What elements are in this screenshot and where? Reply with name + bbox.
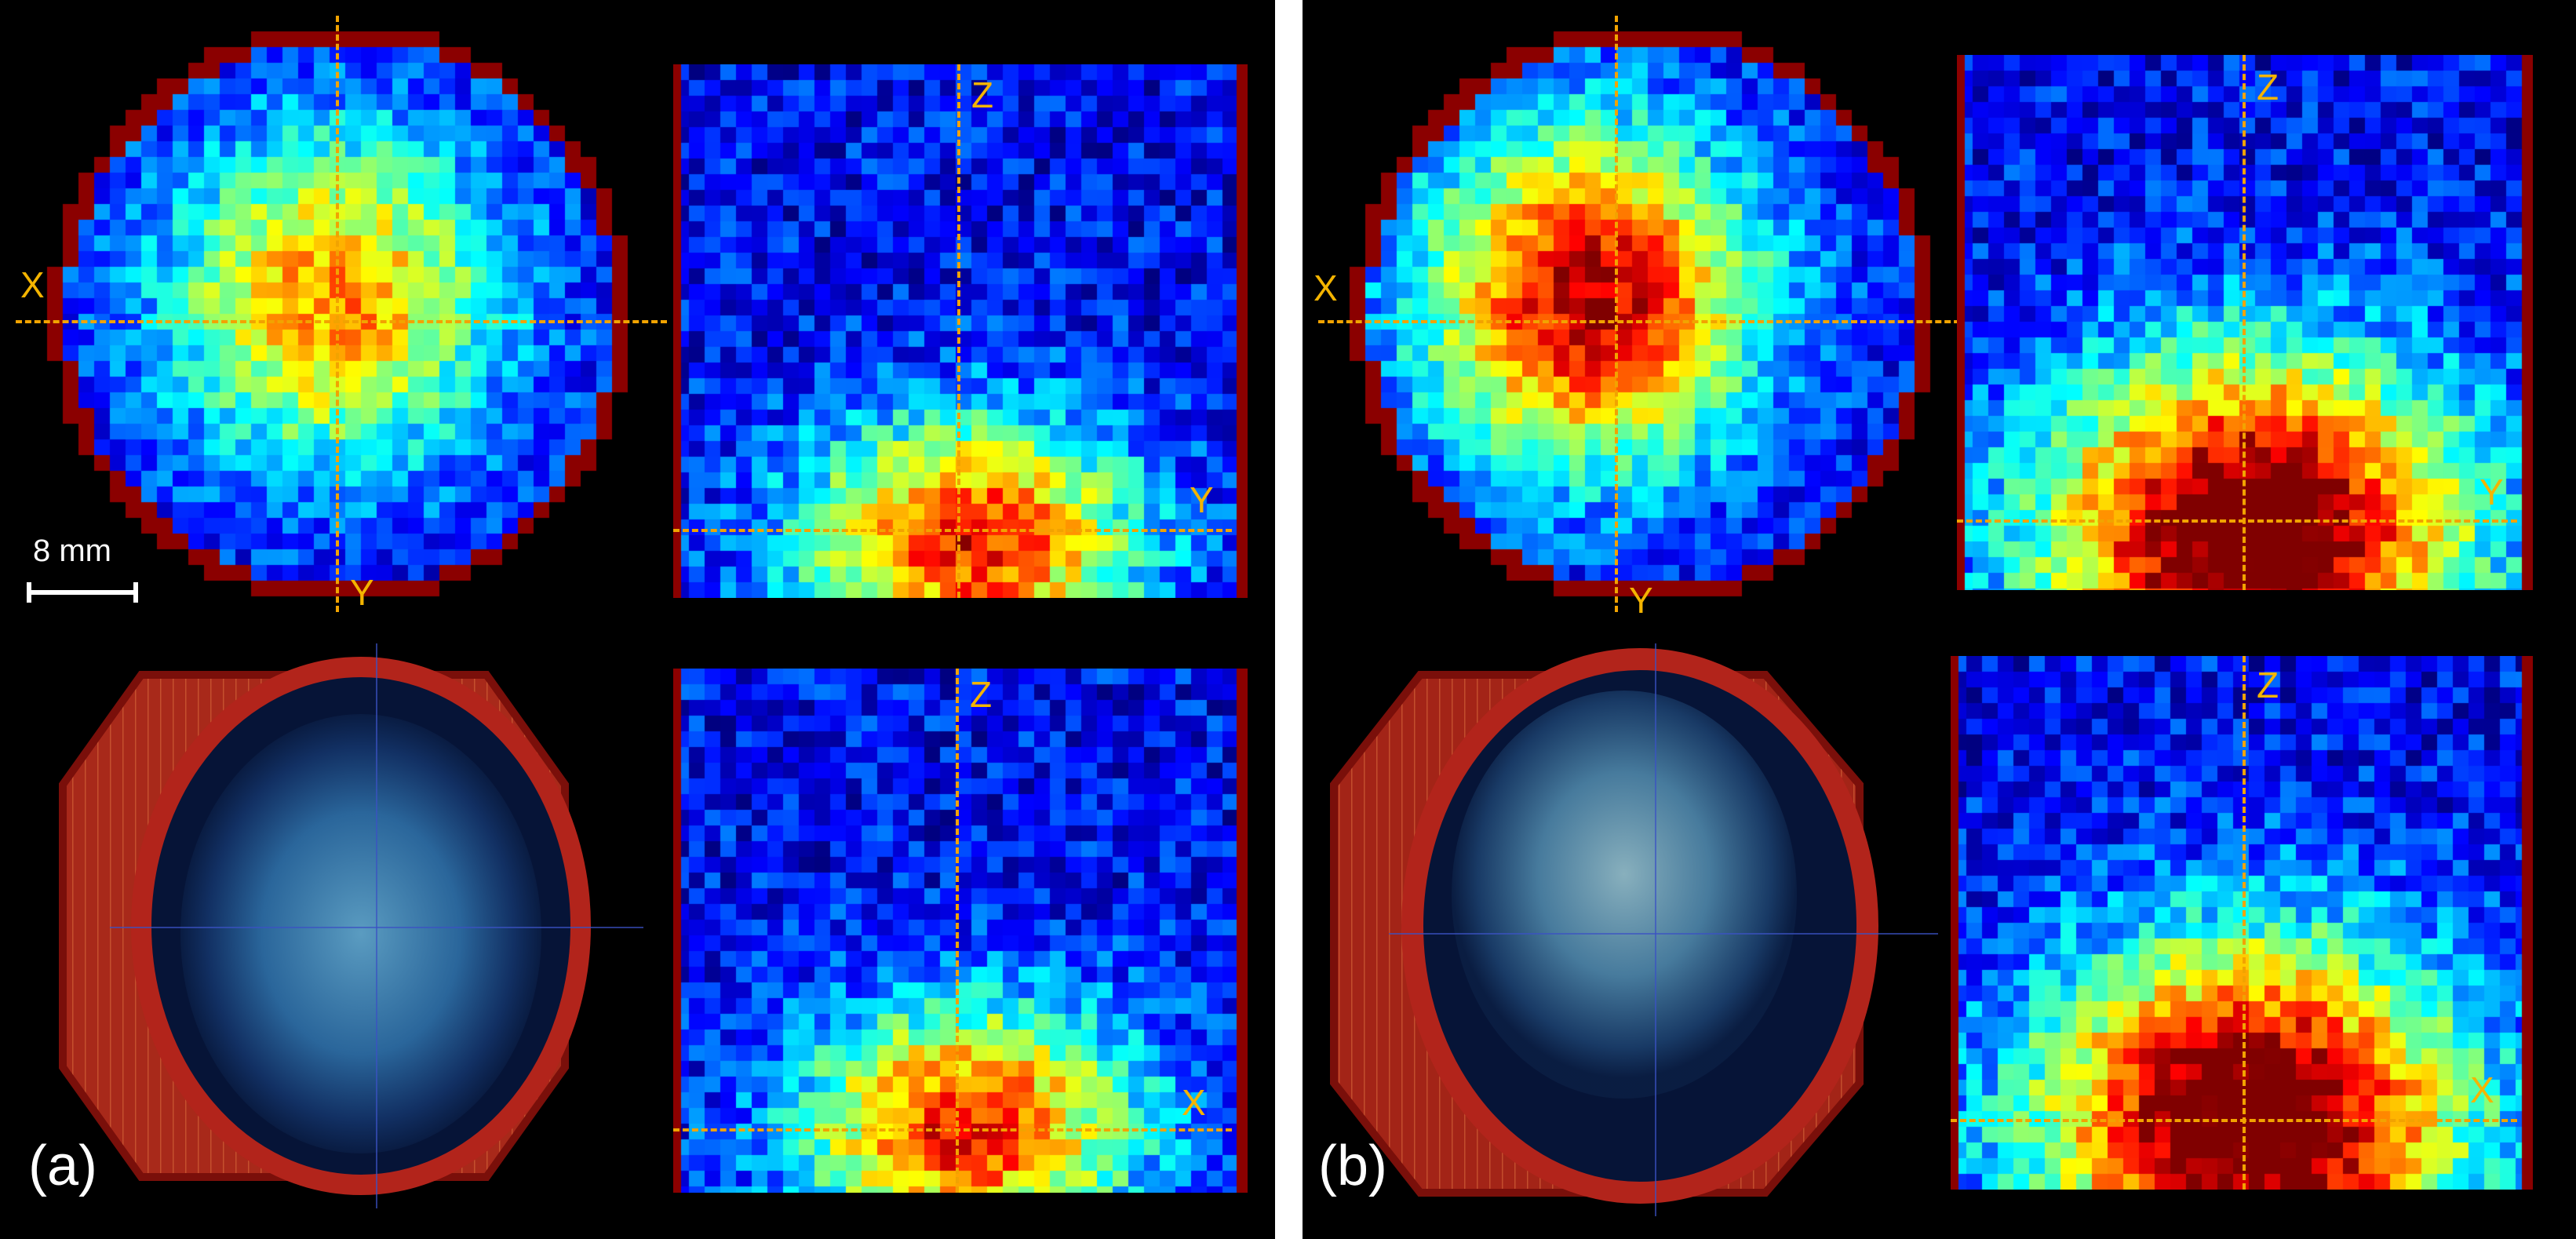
side-bottom-z-crosshair-b	[2243, 656, 2246, 1190]
axial-heatmap-b	[1318, 16, 1969, 612]
axial-y-label-b: Y	[1629, 580, 1653, 621]
panel-tag-b: (b)	[1318, 1135, 1387, 1197]
side-bottom-x-crosshair-b	[1951, 1119, 2517, 1122]
side-top-y-label-b: Y	[2479, 472, 2504, 512]
axial-y-crosshair-a	[336, 16, 339, 612]
side-top-z-crosshair-a	[957, 64, 960, 598]
scale-bar-right-tick	[133, 582, 138, 603]
axial-x-label-b: X	[1314, 268, 1338, 308]
side-bottom-heatmap-b	[1951, 656, 2533, 1190]
scale-bar-label: 8 mm	[33, 534, 111, 568]
axial-view-b	[1318, 16, 1969, 612]
axial-y-crosshair-b	[1615, 16, 1618, 612]
cylinder-render-b	[1330, 643, 1938, 1216]
side-bottom-z-crosshair-a	[956, 669, 959, 1193]
axial-x-label-a: X	[20, 264, 45, 305]
axial-view-a	[16, 16, 667, 612]
side-top-y-crosshair-a	[673, 529, 1232, 532]
panel-tag-a: (a)	[28, 1135, 97, 1197]
side-bottom-z-label-b: Z	[2257, 665, 2279, 705]
side-bottom-view-a	[673, 669, 1248, 1193]
side-bottom-x-label-a: X	[1182, 1082, 1206, 1123]
scale-bar-left-tick	[27, 582, 31, 603]
side-bottom-z-label-a: Z	[970, 674, 993, 715]
axial-y-label-a: Y	[350, 572, 374, 613]
render-3d-b	[1326, 643, 1938, 1216]
panel-a: X Y 8 mm Z Y	[0, 0, 1275, 1239]
activity-cloud-b	[1452, 691, 1797, 1099]
side-bottom-view-b	[1951, 656, 2533, 1190]
side-bottom-heatmap-a	[673, 669, 1248, 1193]
side-bottom-x-crosshair-a	[673, 1128, 1232, 1131]
axial-heatmap-a	[16, 16, 667, 612]
cylinder-render-a	[59, 643, 643, 1208]
activity-cloud-a	[180, 714, 541, 1153]
axial-x-crosshair-b	[1318, 320, 1969, 323]
side-top-z-label-b: Z	[2257, 67, 2279, 108]
side-top-z-crosshair-b	[2243, 55, 2246, 590]
side-top-view-a	[673, 64, 1248, 598]
scale-bar	[28, 590, 137, 595]
side-top-z-label-a: Z	[971, 75, 994, 115]
render-3d-a	[47, 643, 659, 1208]
side-top-y-crosshair-b	[1957, 519, 2517, 523]
panel-b: X Y Z Y	[1303, 0, 2576, 1239]
side-top-heatmap-a	[673, 64, 1248, 598]
side-bottom-x-label-b: X	[2470, 1070, 2494, 1110]
axial-x-crosshair-a	[16, 320, 667, 323]
side-top-y-label-a: Y	[1190, 479, 1214, 520]
